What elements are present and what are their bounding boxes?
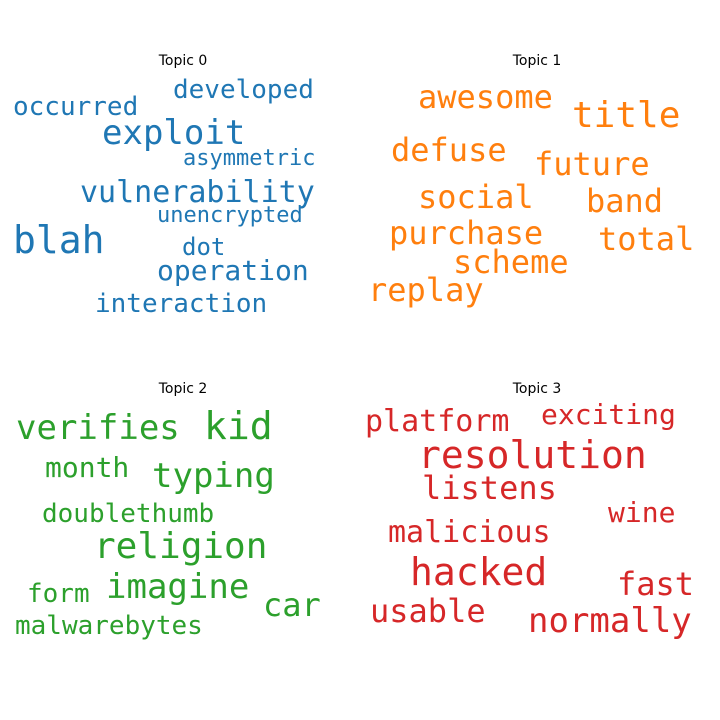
word-total: total [598, 220, 694, 258]
word-exploit: exploit [102, 113, 245, 153]
word-car: car [263, 586, 321, 624]
word-dot: dot [182, 233, 225, 261]
word-vulnerability: vulnerability [80, 175, 315, 210]
word-unencrypted: unencrypted [157, 203, 303, 228]
word-developed: developed [173, 75, 314, 105]
word-asymmetric: asymmetric [183, 146, 315, 171]
word-verifies: verifies [16, 408, 180, 448]
word-defuse: defuse [391, 131, 507, 169]
word-hacked: hacked [410, 550, 547, 594]
word-band: band [586, 182, 663, 220]
word-replay: replay [368, 271, 484, 309]
word-doublethumb: doublethumb [42, 499, 214, 529]
word-operation: operation [157, 254, 309, 287]
topic-panel-0: Topic 0 exploit vulnerability blah operation… [13, 53, 315, 319]
topic-panel-3: Topic 3 resolution hacked listens malicious p… [365, 381, 694, 641]
word-religion: religion [94, 526, 267, 567]
word-exciting: exciting [541, 398, 676, 431]
word-normally: normally [528, 601, 692, 641]
word-form: form [27, 579, 90, 609]
panel-title: Topic 1 [512, 53, 562, 69]
word-social: social [418, 178, 534, 216]
word-interaction: interaction [95, 289, 267, 319]
word-future: future [534, 145, 650, 183]
word-purchase: purchase [389, 214, 543, 252]
word-scheme: scheme [453, 243, 569, 281]
word-kid: kid [204, 404, 273, 448]
word-blah: blah [13, 218, 105, 262]
word-awesome: awesome [418, 78, 553, 116]
word-listens: listens [422, 469, 557, 507]
word-occurred: occurred [13, 92, 138, 122]
word-platform: platform [365, 404, 510, 439]
word-fast: fast [617, 565, 694, 603]
topic-panel-2: Topic 2 kid verifies religion typing imagine m… [15, 381, 321, 641]
word-typing: typing [152, 456, 275, 496]
word-usable: usable [370, 592, 486, 630]
word-malicious: malicious [388, 515, 551, 550]
word-malwarebytes: malwarebytes [15, 611, 203, 641]
topic-panel-1: Topic 1 title awesome future defuse social ban… [368, 53, 694, 309]
panel-title: Topic 2 [158, 381, 208, 397]
word-title: title [572, 95, 680, 136]
word-month: month [45, 451, 129, 484]
word-resolution: resolution [418, 433, 647, 477]
panel-title: Topic 0 [158, 53, 208, 69]
panel-title: Topic 3 [512, 381, 562, 397]
word-wine: wine [608, 496, 675, 529]
word-imagine: imagine [106, 567, 249, 607]
